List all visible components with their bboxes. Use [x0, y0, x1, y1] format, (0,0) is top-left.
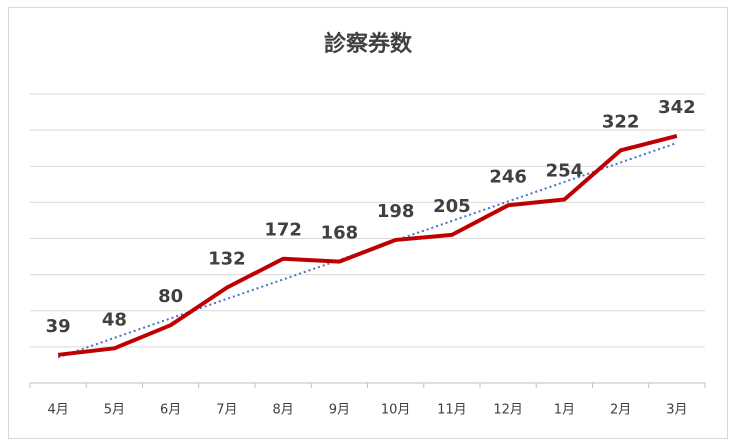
x-tick-label: 7月: [216, 403, 237, 418]
data-label: 205: [433, 196, 471, 217]
data-label: 80: [158, 286, 183, 307]
data-label: 39: [46, 316, 71, 337]
x-tick-label: 3月: [666, 403, 687, 418]
x-tick-label: 9月: [329, 403, 350, 418]
line: [57, 133, 678, 357]
x-tick-label: 5月: [104, 403, 125, 418]
trendline: [57, 142, 678, 359]
data-label: 342: [658, 97, 696, 118]
data-label: 322: [602, 111, 640, 132]
data-label: 254: [546, 160, 584, 181]
data-label: 246: [489, 166, 527, 187]
x-tick-label: 6月: [160, 403, 181, 418]
x-tick-label: 11月: [437, 403, 467, 418]
x-tick-label: 4月: [47, 403, 68, 418]
data-label: 168: [321, 223, 359, 244]
data-label: 172: [264, 220, 302, 241]
x-tick-label: 1月: [554, 403, 575, 418]
data-label: 132: [208, 249, 246, 270]
chart-title: 診察券数: [324, 31, 413, 57]
x-tick-label: 2月: [610, 403, 631, 418]
x-tick-label: 8月: [272, 403, 293, 418]
data-label: 198: [377, 201, 415, 222]
data-label: 48: [102, 309, 127, 330]
x-tick-label: 10月: [381, 403, 411, 418]
x-tick-label: 12月: [493, 403, 523, 418]
chart-border: [8, 7, 728, 439]
